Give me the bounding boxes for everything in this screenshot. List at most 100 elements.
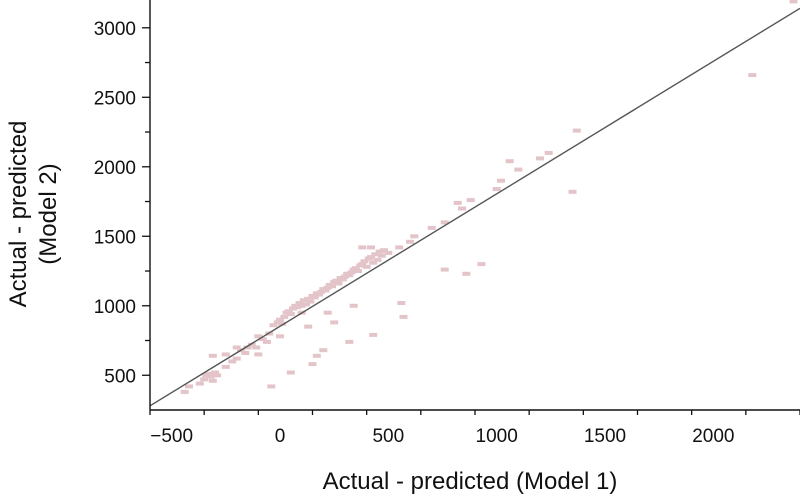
data-point bbox=[330, 320, 339, 325]
data-point bbox=[297, 303, 306, 308]
data-point bbox=[278, 321, 287, 326]
data-point bbox=[406, 239, 414, 244]
data-point bbox=[568, 189, 577, 194]
data-point bbox=[536, 156, 544, 161]
data-point bbox=[247, 342, 256, 347]
y-tick-label: 2500 bbox=[94, 88, 136, 109]
data-point bbox=[304, 324, 313, 329]
data-point bbox=[497, 178, 505, 183]
y-tick-label: 1000 bbox=[94, 297, 136, 318]
data-point bbox=[195, 381, 204, 386]
x-tick-label: 1500 bbox=[584, 426, 626, 447]
data-point bbox=[399, 314, 408, 319]
data-point bbox=[377, 253, 386, 258]
y-axis-title-line-1: Actual - predicted bbox=[5, 121, 32, 308]
data-point bbox=[286, 312, 295, 317]
data-point bbox=[312, 353, 321, 358]
reference-line bbox=[149, 7, 800, 407]
y-tick-label: 1500 bbox=[94, 227, 136, 248]
data-point bbox=[254, 334, 263, 339]
y-tick-label: 3000 bbox=[94, 19, 136, 40]
y-tick-label: 500 bbox=[104, 366, 136, 387]
data-point bbox=[440, 220, 449, 225]
data-point bbox=[358, 245, 367, 250]
data-point bbox=[397, 301, 406, 305]
data-point bbox=[185, 384, 193, 389]
data-point bbox=[317, 289, 326, 294]
data-point bbox=[267, 384, 276, 389]
data-point bbox=[347, 270, 356, 275]
data-point bbox=[789, 0, 798, 4]
data-point bbox=[384, 250, 393, 255]
data-point bbox=[373, 257, 382, 262]
x-tick-label: −500 bbox=[150, 426, 193, 447]
data-point bbox=[505, 159, 514, 164]
data-point bbox=[180, 389, 189, 394]
data-point bbox=[276, 334, 284, 339]
data-point bbox=[440, 267, 449, 272]
data-point bbox=[349, 303, 358, 308]
data-point bbox=[572, 128, 581, 133]
data-point bbox=[200, 377, 209, 382]
data-point bbox=[211, 370, 219, 375]
data-point bbox=[375, 249, 384, 254]
y-axis-title-line-2: (Model 2) bbox=[35, 163, 62, 264]
data-point bbox=[280, 314, 289, 319]
data-point bbox=[544, 150, 553, 155]
data-point bbox=[293, 305, 302, 310]
data-point bbox=[332, 278, 341, 283]
data-point bbox=[263, 339, 271, 344]
data-point bbox=[369, 260, 378, 265]
data-point bbox=[304, 296, 313, 301]
data-point bbox=[228, 359, 237, 364]
data-point bbox=[208, 353, 217, 358]
data-point bbox=[213, 373, 222, 378]
data-point bbox=[323, 310, 332, 315]
data-point bbox=[410, 234, 419, 239]
data-point bbox=[232, 356, 241, 361]
data-point bbox=[358, 262, 367, 267]
data-point bbox=[321, 288, 330, 293]
data-point bbox=[243, 345, 252, 350]
data-point bbox=[341, 274, 349, 279]
data-point bbox=[427, 225, 436, 230]
data-point bbox=[345, 339, 354, 344]
data-point bbox=[221, 364, 230, 369]
data-point bbox=[284, 309, 293, 314]
data-point bbox=[208, 378, 217, 383]
data-point bbox=[458, 206, 466, 211]
data-point bbox=[367, 245, 375, 250]
data-point bbox=[315, 292, 323, 297]
data-point bbox=[453, 200, 462, 205]
data-point bbox=[380, 248, 388, 253]
data-point bbox=[345, 273, 354, 278]
data-point bbox=[323, 285, 332, 290]
data-point bbox=[241, 351, 250, 355]
data-point bbox=[371, 252, 380, 257]
x-tick-label: 2000 bbox=[692, 426, 734, 447]
data-point bbox=[462, 271, 471, 276]
data-point bbox=[395, 245, 404, 250]
data-point bbox=[477, 262, 486, 267]
data-point bbox=[334, 281, 343, 286]
data-point bbox=[328, 284, 336, 289]
data-point bbox=[308, 362, 317, 367]
data-point bbox=[748, 73, 757, 78]
data-point bbox=[367, 255, 375, 260]
data-point bbox=[221, 352, 230, 357]
data-point bbox=[338, 277, 347, 282]
data-point bbox=[514, 167, 523, 172]
data-point bbox=[286, 370, 295, 375]
data-point bbox=[362, 264, 371, 269]
points-layer bbox=[180, 0, 798, 394]
x-tick-label: 1000 bbox=[476, 426, 518, 447]
data-point bbox=[354, 269, 362, 273]
x-tick-label: 500 bbox=[372, 426, 404, 447]
data-point bbox=[299, 298, 308, 303]
y-tick-label: 2000 bbox=[94, 158, 136, 179]
data-point bbox=[306, 299, 315, 304]
data-point bbox=[360, 259, 369, 264]
data-point bbox=[252, 345, 261, 350]
